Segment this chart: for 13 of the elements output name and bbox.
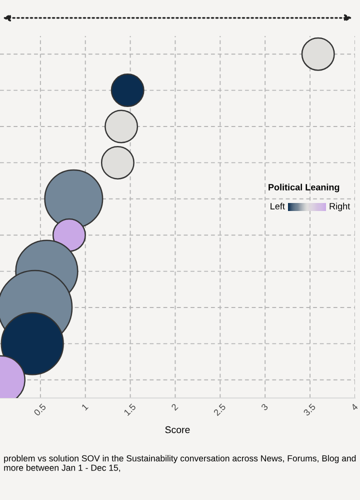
text: problem vs solution SOV in the Sustainability conversation across News, Forums, Blog and more between Jan 1 - Dec 15,: [4, 455, 356, 472]
x-tick-label: 1: [81, 403, 88, 411]
annotation: Right: [330, 202, 350, 212]
x-tick-label: 2: [170, 403, 178, 411]
x-tick-label: 1.5: [124, 403, 136, 416]
x-tick-label: 0.5: [33, 403, 46, 416]
x-axis-title: Score: [165, 426, 190, 434]
x-tick-label: 3.5: [303, 403, 316, 416]
legend-title: Political Leaning: [268, 184, 340, 192]
x-tick-label: 4: [350, 403, 358, 411]
x-tick-label: 3: [260, 403, 268, 411]
annotation: Left: [270, 202, 285, 210]
x-tick-label: 2.5: [213, 403, 226, 416]
